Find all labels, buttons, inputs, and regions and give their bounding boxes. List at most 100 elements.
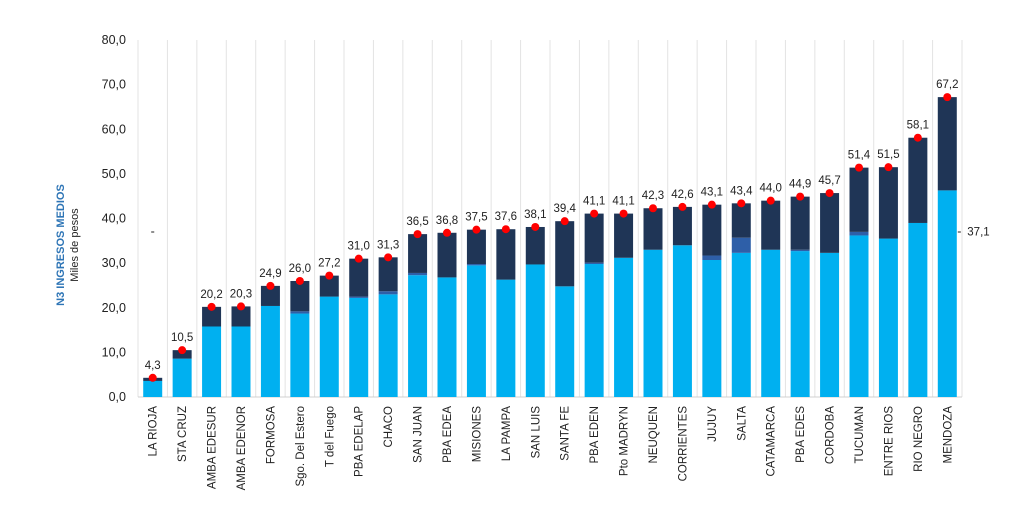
bar-segment (790, 249, 810, 252)
data-label: 44,9 (789, 179, 811, 191)
bar-segment (378, 294, 398, 397)
data-label: 31,0 (348, 241, 370, 253)
data-label: 20,2 (200, 289, 222, 301)
bar-segment (378, 291, 398, 295)
total-marker (825, 189, 834, 198)
reference-marker: - (957, 224, 961, 238)
x-tick-label: T del Fuego (324, 406, 336, 467)
data-label: 43,4 (730, 185, 753, 197)
x-tick-label: PBA EDEA (442, 406, 454, 463)
bar-segment (584, 264, 604, 397)
total-marker (501, 225, 510, 234)
data-label: 4,3 (145, 360, 161, 372)
total-marker (796, 192, 805, 201)
y-axis-units: Miles de pesos (69, 208, 81, 282)
data-label: 36,8 (436, 215, 458, 227)
x-tick-label: AMBA EDESUR (207, 406, 219, 489)
data-label: 20,3 (230, 288, 252, 300)
reference-marks: - -37,1 (151, 224, 990, 238)
data-label: 41,1 (583, 196, 605, 208)
data-label: 45,7 (818, 175, 840, 187)
bar-segment (319, 296, 339, 397)
total-marker (855, 163, 863, 172)
x-tick-label: ENTRE RIOS (883, 406, 895, 477)
data-label: 10,5 (171, 332, 193, 344)
data-label: 24,9 (259, 268, 281, 280)
data-label: 67,2 (936, 79, 958, 91)
bar-segment (761, 200, 781, 250)
x-tick-label: Sgo. Del Estero (295, 406, 307, 487)
total-marker (737, 199, 746, 208)
bar-segment (496, 229, 516, 280)
y-tick-label: 70,0 (102, 78, 126, 92)
y-tick-label: 60,0 (102, 122, 126, 136)
bar-segment (260, 305, 280, 397)
data-label: 41,1 (612, 196, 634, 208)
bar-segment (408, 275, 428, 397)
bar-segment (408, 272, 428, 276)
total-marker (413, 230, 422, 239)
total-marker (884, 163, 893, 172)
data-label: 39,4 (554, 203, 577, 215)
y-axis: 0,0 10,0 20,0 30,0 40,0 50,0 60,0 70,0 80,0 (102, 33, 126, 404)
data-labels: 4,3 10,5 20,2 20,3 24,9 26,0 27,2 31,0 31,3 36,5 3… (145, 79, 958, 382)
bar-segment (466, 264, 486, 266)
bar-segment (731, 203, 751, 238)
total-marker (707, 200, 716, 209)
bar-segment (790, 251, 810, 397)
bar-segment (672, 245, 692, 397)
data-label: 38,1 (524, 209, 546, 221)
bar-segment (202, 306, 222, 327)
x-tick-label: NEUQUEN (648, 406, 660, 464)
bar-segment (349, 258, 369, 297)
bar-segment (849, 235, 869, 397)
x-tick-label: SAN JUAN (413, 406, 425, 463)
bar-segment (702, 204, 722, 256)
total-marker (590, 209, 599, 218)
data-label: 36,5 (406, 216, 428, 228)
gridlines (137, 40, 963, 398)
x-tick-label: SALTA (736, 406, 748, 441)
bar-segment (437, 277, 457, 397)
x-axis: LA RIOJA STA CRUZ AMBA EDESUR AMBA EDENOR FO… (148, 406, 955, 491)
bar-segment (878, 238, 898, 397)
data-label: 27,2 (318, 258, 340, 270)
x-tick-label: MISIONES (471, 406, 483, 463)
data-label: 43,1 (701, 187, 723, 199)
bars (143, 97, 957, 397)
bar-segment (290, 313, 310, 397)
bar-segment (908, 137, 928, 223)
total-marker (531, 222, 540, 231)
x-tick-label: AMBA EDENOR (236, 406, 248, 490)
bar-segment (172, 358, 192, 397)
y-tick-label: 20,0 (102, 301, 126, 315)
bar-segment (143, 380, 163, 397)
data-label: 44,0 (760, 183, 782, 195)
total-marker (237, 302, 245, 311)
data-label: 26,0 (289, 263, 311, 275)
bar-segment (319, 275, 339, 297)
total-marker (943, 93, 952, 102)
x-tick-label: CHACO (383, 406, 395, 448)
x-tick-label: FORMOSA (265, 406, 277, 464)
x-tick-label: SAN LUIS (530, 406, 542, 459)
bar-segment (378, 257, 398, 292)
x-tick-label: RIO NEGRO (913, 406, 925, 472)
x-tick-label: CORRIENTES (677, 406, 689, 482)
reference-marker: - (151, 224, 155, 238)
bar-segment (702, 260, 722, 397)
bar-segment (260, 285, 280, 306)
total-marker (766, 196, 775, 205)
total-marker (148, 373, 157, 382)
x-tick-label: JUJUY (707, 406, 719, 442)
x-tick-label: LA PAMPA (501, 406, 513, 462)
bar-segment (555, 221, 575, 287)
data-label: 31,3 (377, 239, 399, 251)
bar-segment (672, 206, 692, 246)
y-tick-label: 30,0 (102, 256, 126, 270)
y-tick-label: 40,0 (102, 212, 126, 226)
bar-segment (202, 326, 222, 397)
reference-label: 37,1 (967, 226, 989, 238)
data-label: 58,1 (907, 120, 929, 132)
